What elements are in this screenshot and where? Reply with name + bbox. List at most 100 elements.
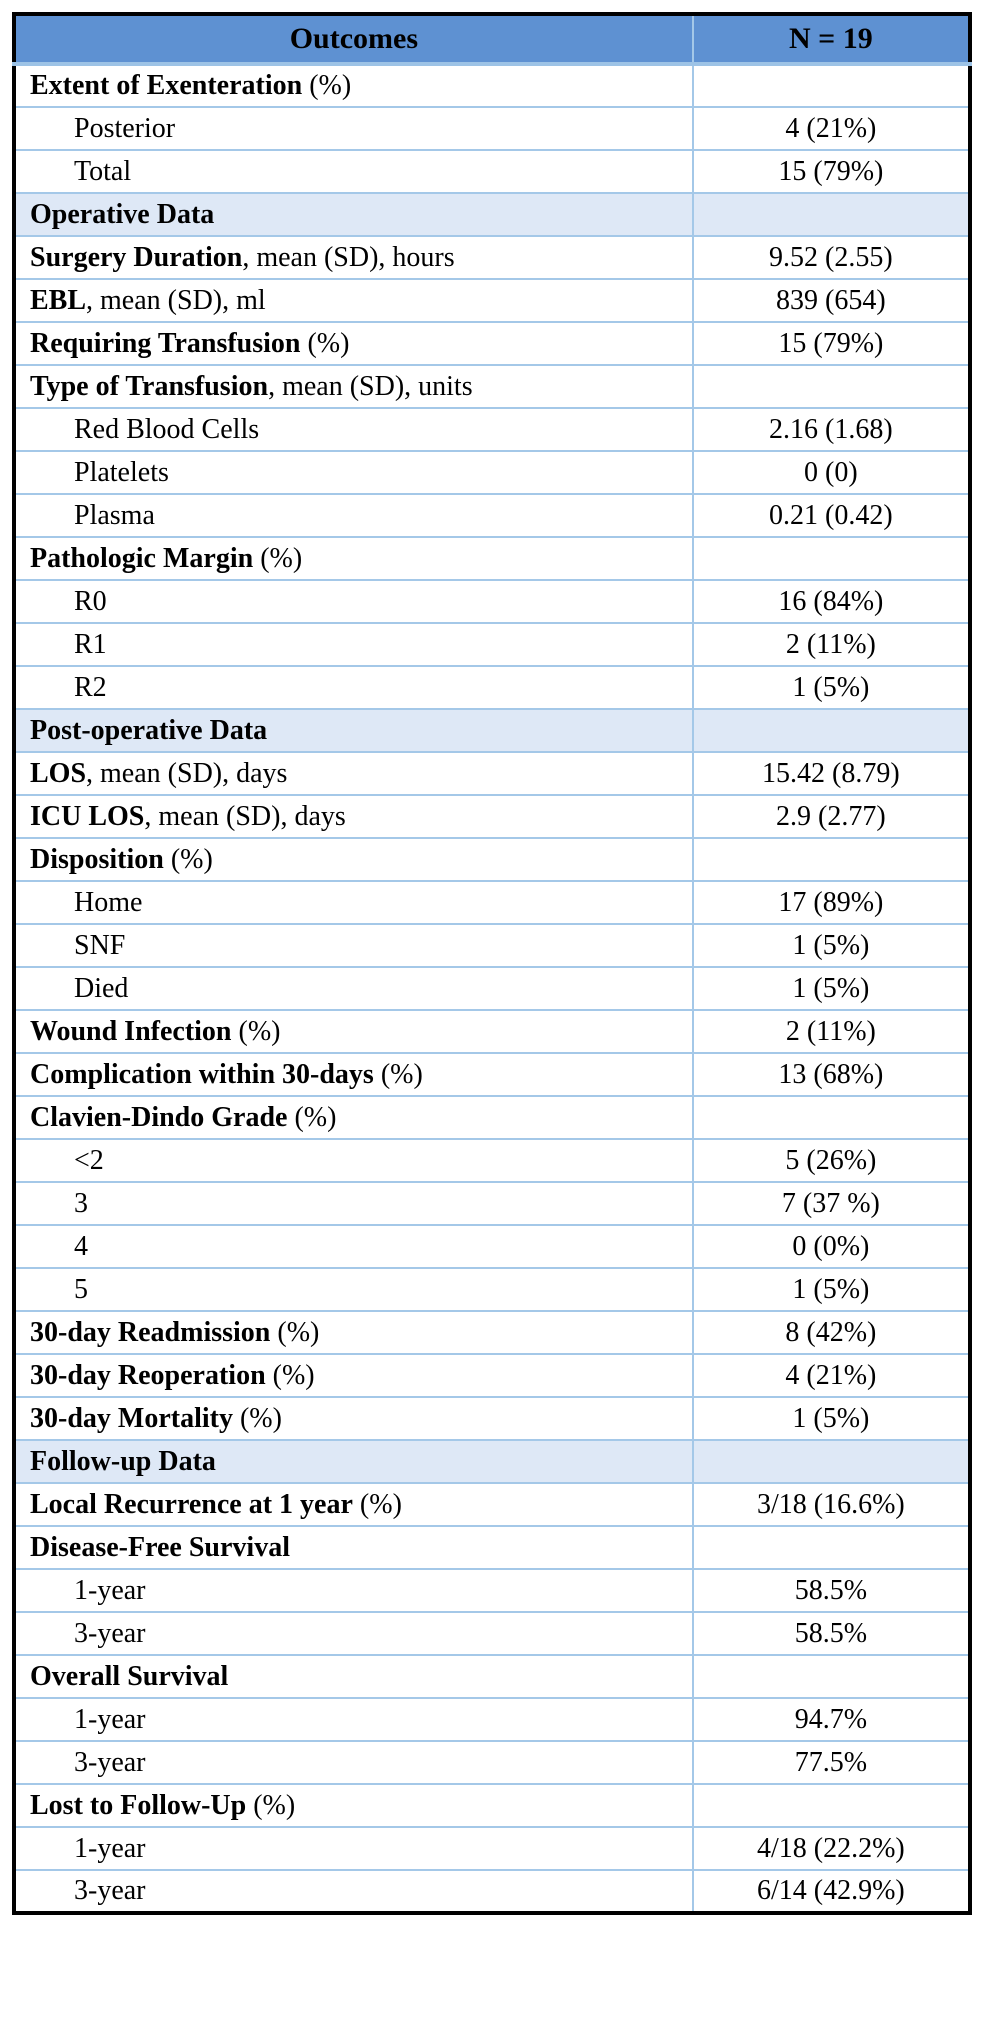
table-row: 1-year 94.7%: [13, 1697, 972, 1742]
table-row: Overall Survival: [13, 1654, 972, 1699]
header-n-count: N = 19: [691, 13, 972, 66]
row-label-rest: , mean (SD), days: [144, 800, 346, 832]
table-row: 30-day Reoperation (%) 4 (21%): [13, 1353, 972, 1398]
row-label-bold: EBL: [30, 284, 87, 316]
section-label: Follow-up Data: [13, 1439, 694, 1484]
row-value: 7 (37 %): [691, 1181, 972, 1226]
row-label-rest: 1-year: [74, 1832, 146, 1864]
row-label: 3-year: [13, 1869, 694, 1914]
row-label-rest: Died: [74, 972, 129, 1004]
row-label-rest: Home: [74, 886, 143, 918]
row-label: Complication within 30-days (%): [13, 1052, 694, 1097]
row-value: 4/18 (22.2%): [691, 1826, 972, 1871]
row-value: 94.7%: [691, 1697, 972, 1742]
row-label-bold: Lost to Follow-Up: [30, 1789, 247, 1821]
row-label-bold: Pathologic Margin: [30, 542, 254, 574]
row-label: Total: [13, 149, 694, 194]
row-value: [691, 1783, 972, 1828]
row-label-rest: Red Blood Cells: [74, 413, 260, 445]
row-label-bold: Follow-up Data: [30, 1445, 216, 1477]
table-row: Plasma 0.21 (0.42): [13, 493, 972, 538]
row-value: 58.5%: [691, 1611, 972, 1656]
table-row: Extent of Exenteration (%): [13, 63, 972, 108]
row-label: 3: [13, 1181, 694, 1226]
row-label-rest: , mean (SD), days: [86, 757, 288, 789]
row-label-rest: 3-year: [74, 1617, 146, 1649]
row-label-rest: (%): [246, 1789, 296, 1821]
row-value: 16 (84%): [691, 579, 972, 624]
row-label: R0: [13, 579, 694, 624]
row-label-rest: 1-year: [74, 1703, 146, 1735]
table-row: <2 5 (26%): [13, 1138, 972, 1183]
row-label-bold: Local Recurrence at 1 year: [30, 1488, 353, 1520]
row-label-rest: , mean (SD), hours: [242, 241, 455, 273]
row-value: 17 (89%): [691, 880, 972, 925]
row-label-rest: <2: [74, 1144, 104, 1176]
row-label-rest: SNF: [74, 929, 126, 961]
row-label: Disease-Free Survival: [13, 1525, 694, 1570]
row-value: 1 (5%): [691, 923, 972, 968]
table-row: R2 1 (5%): [13, 665, 972, 710]
table-row: R0 16 (84%): [13, 579, 972, 624]
row-value: 839 (654): [691, 278, 972, 323]
row-label: Pathologic Margin (%): [13, 536, 694, 581]
row-label-rest: (%): [270, 1316, 320, 1348]
row-label-rest: (%): [352, 1488, 402, 1520]
row-label: Plasma: [13, 493, 694, 538]
row-label: 30-day Mortality (%): [13, 1396, 694, 1441]
row-label: 30-day Reoperation (%): [13, 1353, 694, 1398]
row-label-bold: Complication within 30-days: [30, 1058, 374, 1090]
row-label: 1-year: [13, 1826, 694, 1871]
table-body: Extent of Exenteration (%) Posterior 4 (…: [13, 63, 972, 1914]
row-label: Died: [13, 966, 694, 1011]
row-label-bold: Requiring Transfusion: [30, 327, 301, 359]
row-label: 30-day Readmission (%): [13, 1310, 694, 1355]
row-label-rest: , mean (SD), units: [268, 370, 473, 402]
table-row: Requiring Transfusion (%) 15 (79%): [13, 321, 972, 366]
row-label-rest: 3: [74, 1187, 88, 1219]
row-label: R2: [13, 665, 694, 710]
row-label: 5: [13, 1267, 694, 1312]
row-label: R1: [13, 622, 694, 667]
table-row: R1 2 (11%): [13, 622, 972, 667]
row-label: Local Recurrence at 1 year (%): [13, 1482, 694, 1527]
row-value: 2.9 (2.77): [691, 794, 972, 839]
row-label-bold: Disease-Free Survival: [30, 1531, 290, 1563]
row-label-rest: (%): [373, 1058, 423, 1090]
row-label-bold: ICU LOS: [30, 800, 145, 832]
row-label-bold: 30-day Reoperation: [30, 1359, 266, 1391]
table-row: Wound Infection (%) 2 (11%): [13, 1009, 972, 1054]
row-value: 0 (0): [691, 450, 972, 495]
table-row: Disease-Free Survival: [13, 1525, 972, 1570]
row-value: 15.42 (8.79): [691, 751, 972, 796]
table-row: Surgery Duration, mean (SD), hours 9.52 …: [13, 235, 972, 280]
table-row: 3-year 6/14 (42.9%): [13, 1869, 972, 1914]
row-value: 1 (5%): [691, 1267, 972, 1312]
row-label-rest: (%): [231, 1015, 281, 1047]
row-label-rest: 3-year: [74, 1875, 146, 1906]
table-row: EBL, mean (SD), ml 839 (654): [13, 278, 972, 323]
row-label: 3-year: [13, 1740, 694, 1785]
row-label-rest: R1: [74, 628, 107, 660]
table-row: Home 17 (89%): [13, 880, 972, 925]
row-value: [691, 364, 972, 409]
table-row: 30-day Readmission (%) 8 (42%): [13, 1310, 972, 1355]
row-label: Disposition (%): [13, 837, 694, 882]
row-label-bold: Wound Infection: [30, 1015, 232, 1047]
row-label: 1-year: [13, 1697, 694, 1742]
table-row: LOS, mean (SD), days 15.42 (8.79): [13, 751, 972, 796]
row-label-bold: 30-day Mortality: [30, 1402, 233, 1434]
row-label-bold: Disposition: [30, 843, 164, 875]
row-value: 1 (5%): [691, 665, 972, 710]
row-value: 2 (11%): [691, 622, 972, 667]
row-label: 3-year: [13, 1611, 694, 1656]
row-value: 5 (26%): [691, 1138, 972, 1183]
row-label-rest: 1-year: [74, 1574, 146, 1606]
row-value: 6/14 (42.9%): [691, 1869, 972, 1914]
row-label-rest: Plasma: [74, 499, 155, 531]
table-row: Lost to Follow-Up (%): [13, 1783, 972, 1828]
table-row: Died 1 (5%): [13, 966, 972, 1011]
row-label: SNF: [13, 923, 694, 968]
table-row: ICU LOS, mean (SD), days 2.9 (2.77): [13, 794, 972, 839]
row-value: [691, 1095, 972, 1140]
